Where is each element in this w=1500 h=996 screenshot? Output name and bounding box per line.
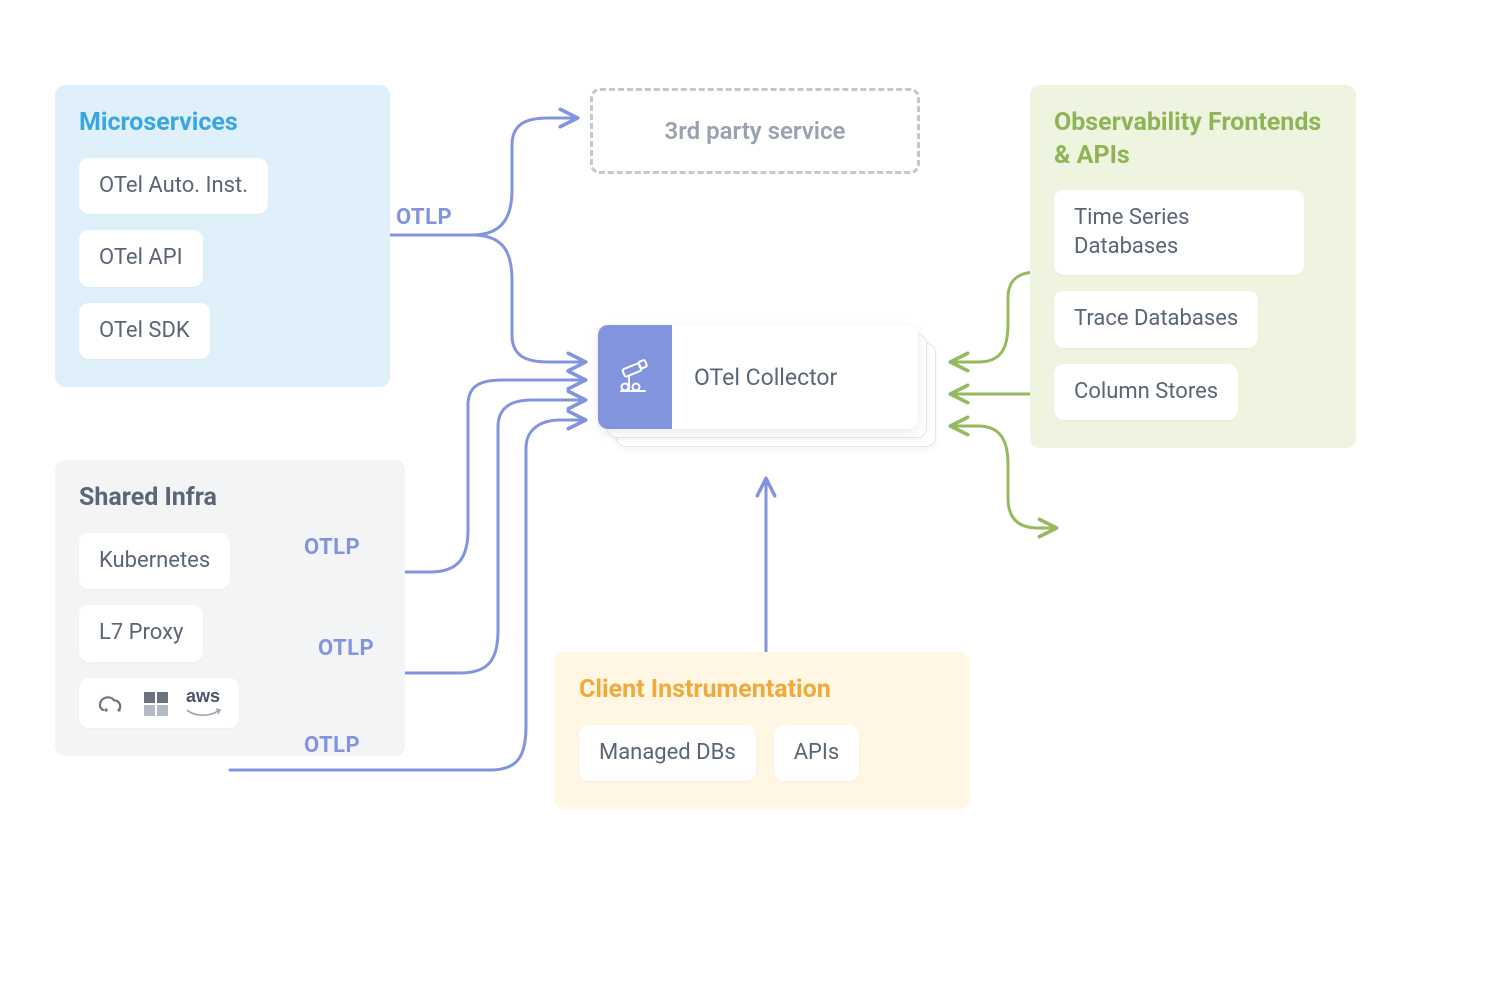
azure-icon [143,691,169,717]
chip-otel-api: OTel API [79,230,203,287]
otlp-label-kubernetes: OTLP [304,535,360,560]
chip-managed-dbs: Managed DBs [579,725,756,782]
observability-panel: Observability Frontends & APIs Time Seri… [1030,85,1356,448]
observability-title: Observability Frontends & APIs [1054,107,1332,172]
otlp-label-l7proxy: OTLP [318,636,374,661]
shared-infra-panel: Shared Infra Kubernetes L7 Proxy aws [55,460,405,756]
chip-otel-auto-inst: OTel Auto. Inst. [79,158,268,215]
otel-architecture-diagram: Microservices OTel Auto. Inst. OTel API … [0,0,1500,996]
otel-collector: OTel Collector [598,325,933,445]
gcp-icon [97,692,127,716]
edge-microservices-to-collector [390,235,584,362]
otlp-label-microservices: OTLP [396,205,452,230]
chip-otel-sdk: OTel SDK [79,303,210,360]
otlp-label-providers: OTLP [304,733,360,758]
third-party-label: 3rd party service [665,117,846,145]
chip-kubernetes: Kubernetes [79,533,230,590]
chip-l7-proxy: L7 Proxy [79,605,203,662]
collector-card-front: OTel Collector [598,325,918,429]
chip-cloud-providers: aws [79,678,239,728]
client-instrumentation-title: Client Instrumentation [579,674,946,707]
microservices-title: Microservices [79,107,366,140]
chip-timeseries-db: Time Series Databases [1054,190,1304,275]
microservices-panel: Microservices OTel Auto. Inst. OTel API … [55,85,390,387]
aws-icon: aws [185,690,221,718]
telescope-icon [615,357,655,397]
collector-stripe [598,325,672,429]
chip-column-stores: Column Stores [1054,364,1238,421]
chip-apis: APIs [774,725,860,782]
shared-infra-title: Shared Infra [79,482,381,515]
client-instrumentation-panel: Client Instrumentation Managed DBs APIs [555,652,970,809]
chip-trace-db: Trace Databases [1054,291,1258,348]
third-party-box: 3rd party service [590,88,920,174]
collector-label: OTel Collector [672,325,918,429]
